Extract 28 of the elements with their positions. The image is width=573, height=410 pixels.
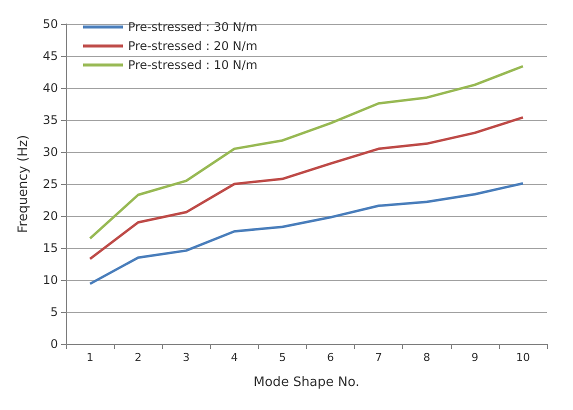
- y-tick-label: 10: [42, 273, 58, 287]
- legend-label: Pre-stressed : 20 N/m: [128, 39, 258, 53]
- y-tick-label: 25: [42, 177, 58, 191]
- y-tick-label: 40: [42, 81, 58, 95]
- x-axis-title: Mode Shape No.: [254, 375, 360, 390]
- y-tick-label: 50: [42, 17, 58, 31]
- y-tick-label: 20: [42, 209, 58, 223]
- x-tick-label: 2: [134, 351, 142, 364]
- x-tick-label: 9: [471, 351, 478, 364]
- legend-label: Pre-stressed : 10 N/m: [128, 58, 258, 72]
- line-series: [88, 182, 524, 286]
- y-tick-label: 30: [42, 145, 58, 159]
- y-tick-label: 5: [50, 305, 58, 319]
- x-tick-label: 10: [516, 351, 530, 364]
- x-tick-label: 1: [86, 351, 94, 364]
- x-tick-label: 7: [375, 351, 382, 364]
- x-tick-label: 4: [230, 351, 238, 364]
- x-tick-label: 8: [423, 351, 430, 364]
- y-tick-label: 15: [42, 241, 58, 255]
- x-tick-label: 6: [327, 351, 334, 364]
- y-tick-label: 45: [42, 49, 58, 63]
- y-axis-title: Frequency (Hz): [16, 134, 31, 234]
- x-tick-label: 5: [278, 351, 286, 364]
- legend-label: Pre-stressed : 30 N/m: [128, 20, 258, 34]
- x-tick-label: 3: [182, 351, 190, 364]
- y-tick-label: 35: [42, 113, 58, 127]
- y-tick-label: 0: [50, 337, 58, 351]
- line-series: [88, 116, 524, 260]
